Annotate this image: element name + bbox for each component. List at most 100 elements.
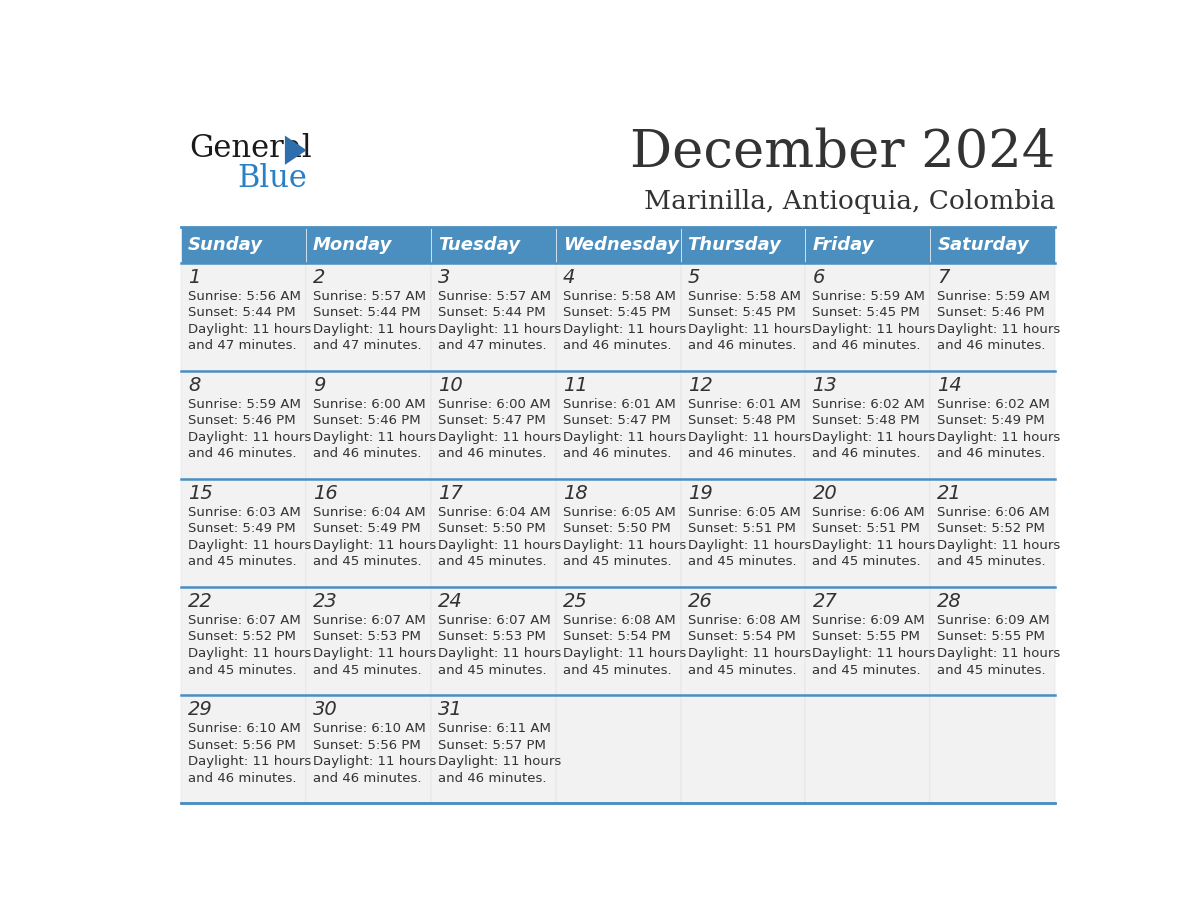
Text: and 46 minutes.: and 46 minutes. — [563, 447, 671, 460]
Text: Sunset: 5:53 PM: Sunset: 5:53 PM — [438, 631, 545, 644]
Bar — [681, 371, 805, 479]
Text: 25: 25 — [563, 592, 587, 611]
Text: Sunrise: 6:11 AM: Sunrise: 6:11 AM — [438, 722, 551, 735]
Text: 29: 29 — [188, 700, 213, 720]
Bar — [431, 227, 556, 263]
Text: Sunset: 5:47 PM: Sunset: 5:47 PM — [438, 414, 545, 427]
Text: 13: 13 — [813, 376, 838, 395]
Text: Daylight: 11 hours: Daylight: 11 hours — [438, 647, 561, 660]
Text: 20: 20 — [813, 484, 838, 503]
Text: Sunset: 5:53 PM: Sunset: 5:53 PM — [312, 631, 421, 644]
Text: Sunset: 5:49 PM: Sunset: 5:49 PM — [188, 522, 296, 535]
Text: Sunrise: 6:05 AM: Sunrise: 6:05 AM — [563, 506, 676, 519]
Bar — [930, 695, 1055, 803]
Text: Sunset: 5:47 PM: Sunset: 5:47 PM — [563, 414, 670, 427]
Bar — [431, 695, 556, 803]
Bar — [307, 587, 431, 695]
Text: Sunset: 5:49 PM: Sunset: 5:49 PM — [937, 414, 1045, 427]
Bar — [805, 263, 930, 371]
Text: Monday: Monday — [312, 236, 392, 254]
Bar — [181, 227, 307, 263]
Bar — [681, 479, 805, 587]
Bar — [805, 227, 930, 263]
Text: Sunset: 5:49 PM: Sunset: 5:49 PM — [312, 522, 421, 535]
Text: Sunrise: 6:04 AM: Sunrise: 6:04 AM — [312, 506, 425, 519]
Text: 24: 24 — [438, 592, 462, 611]
Text: Sunrise: 6:09 AM: Sunrise: 6:09 AM — [813, 614, 925, 627]
Bar — [307, 371, 431, 479]
Text: Sunrise: 6:01 AM: Sunrise: 6:01 AM — [563, 397, 676, 410]
Text: Sunrise: 5:59 AM: Sunrise: 5:59 AM — [813, 289, 925, 303]
Text: Sunset: 5:45 PM: Sunset: 5:45 PM — [813, 306, 921, 319]
Text: Sunset: 5:57 PM: Sunset: 5:57 PM — [438, 739, 545, 752]
Text: and 45 minutes.: and 45 minutes. — [563, 664, 671, 677]
Text: and 47 minutes.: and 47 minutes. — [188, 340, 297, 353]
Text: 18: 18 — [563, 484, 587, 503]
Text: Daylight: 11 hours: Daylight: 11 hours — [188, 323, 311, 336]
Text: and 46 minutes.: and 46 minutes. — [937, 447, 1045, 460]
Text: Daylight: 11 hours: Daylight: 11 hours — [688, 539, 811, 552]
Text: Daylight: 11 hours: Daylight: 11 hours — [438, 323, 561, 336]
Text: and 45 minutes.: and 45 minutes. — [188, 664, 297, 677]
Bar — [930, 587, 1055, 695]
Bar — [930, 371, 1055, 479]
Text: and 45 minutes.: and 45 minutes. — [813, 555, 921, 568]
Text: and 45 minutes.: and 45 minutes. — [312, 555, 422, 568]
Bar — [431, 587, 556, 695]
Text: Sunset: 5:56 PM: Sunset: 5:56 PM — [312, 739, 421, 752]
Text: Sunrise: 6:05 AM: Sunrise: 6:05 AM — [688, 506, 801, 519]
Bar — [556, 371, 681, 479]
Text: Wednesday: Wednesday — [563, 236, 678, 254]
Text: 7: 7 — [937, 268, 949, 287]
Text: Sunset: 5:54 PM: Sunset: 5:54 PM — [688, 631, 795, 644]
Text: and 46 minutes.: and 46 minutes. — [563, 340, 671, 353]
Text: General: General — [189, 133, 311, 164]
Text: Sunrise: 5:58 AM: Sunrise: 5:58 AM — [688, 289, 801, 303]
Text: 1: 1 — [188, 268, 201, 287]
Text: Sunrise: 5:57 AM: Sunrise: 5:57 AM — [312, 289, 426, 303]
Text: Sunset: 5:51 PM: Sunset: 5:51 PM — [688, 522, 796, 535]
Text: Daylight: 11 hours: Daylight: 11 hours — [438, 539, 561, 552]
Text: Sunrise: 5:59 AM: Sunrise: 5:59 AM — [188, 397, 301, 410]
Text: Sunset: 5:55 PM: Sunset: 5:55 PM — [813, 631, 921, 644]
Text: Daylight: 11 hours: Daylight: 11 hours — [813, 647, 936, 660]
Text: Sunset: 5:55 PM: Sunset: 5:55 PM — [937, 631, 1045, 644]
Text: and 45 minutes.: and 45 minutes. — [937, 555, 1045, 568]
Bar — [805, 371, 930, 479]
Text: Sunrise: 6:00 AM: Sunrise: 6:00 AM — [312, 397, 425, 410]
Text: Sunrise: 6:10 AM: Sunrise: 6:10 AM — [188, 722, 301, 735]
Text: Sunset: 5:44 PM: Sunset: 5:44 PM — [188, 306, 296, 319]
Text: Sunset: 5:46 PM: Sunset: 5:46 PM — [312, 414, 421, 427]
Text: Sunrise: 6:00 AM: Sunrise: 6:00 AM — [438, 397, 550, 410]
Text: Sunset: 5:52 PM: Sunset: 5:52 PM — [188, 631, 296, 644]
Text: 15: 15 — [188, 484, 213, 503]
Bar — [805, 479, 930, 587]
Text: 26: 26 — [688, 592, 713, 611]
Text: Daylight: 11 hours: Daylight: 11 hours — [688, 647, 811, 660]
Text: Sunrise: 6:07 AM: Sunrise: 6:07 AM — [188, 614, 301, 627]
Text: and 46 minutes.: and 46 minutes. — [688, 447, 796, 460]
Text: 22: 22 — [188, 592, 213, 611]
Text: Sunrise: 6:07 AM: Sunrise: 6:07 AM — [438, 614, 550, 627]
Text: Daylight: 11 hours: Daylight: 11 hours — [188, 756, 311, 768]
Text: 9: 9 — [312, 376, 326, 395]
Text: and 45 minutes.: and 45 minutes. — [937, 664, 1045, 677]
Text: Friday: Friday — [813, 236, 874, 254]
Text: Daylight: 11 hours: Daylight: 11 hours — [563, 539, 685, 552]
Text: Sunset: 5:51 PM: Sunset: 5:51 PM — [813, 522, 921, 535]
Bar — [681, 587, 805, 695]
Text: and 46 minutes.: and 46 minutes. — [688, 340, 796, 353]
Text: Sunrise: 6:03 AM: Sunrise: 6:03 AM — [188, 506, 301, 519]
Text: Sunrise: 5:59 AM: Sunrise: 5:59 AM — [937, 289, 1050, 303]
Text: and 45 minutes.: and 45 minutes. — [438, 555, 546, 568]
Text: Sunrise: 5:58 AM: Sunrise: 5:58 AM — [563, 289, 676, 303]
Text: Sunrise: 6:07 AM: Sunrise: 6:07 AM — [312, 614, 425, 627]
Text: Sunset: 5:56 PM: Sunset: 5:56 PM — [188, 739, 296, 752]
Text: 3: 3 — [438, 268, 450, 287]
Text: Sunset: 5:45 PM: Sunset: 5:45 PM — [563, 306, 670, 319]
Text: Daylight: 11 hours: Daylight: 11 hours — [312, 431, 436, 443]
Text: Daylight: 11 hours: Daylight: 11 hours — [563, 431, 685, 443]
Text: Sunset: 5:46 PM: Sunset: 5:46 PM — [188, 414, 296, 427]
Text: Sunset: 5:46 PM: Sunset: 5:46 PM — [937, 306, 1045, 319]
Bar — [556, 695, 681, 803]
